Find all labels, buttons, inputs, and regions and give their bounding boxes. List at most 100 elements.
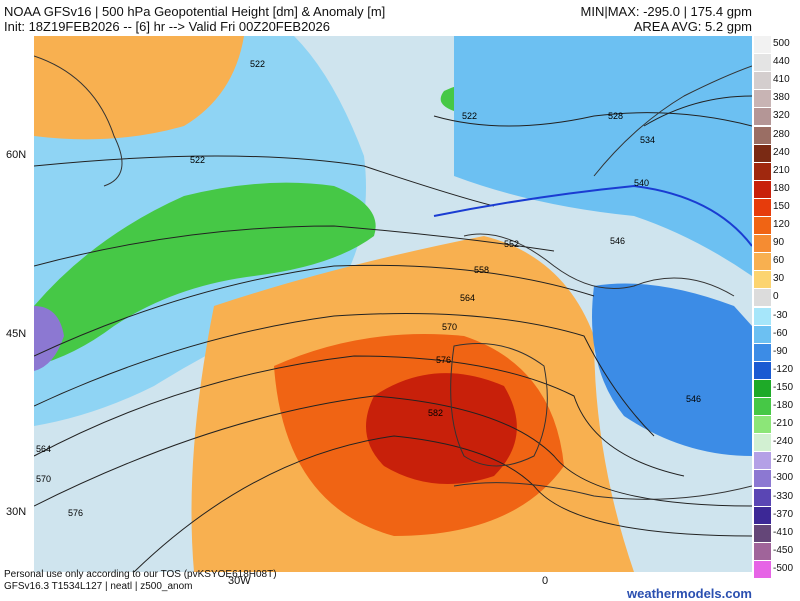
legend-entry: 380 xyxy=(754,90,800,108)
latitude-label: 45N xyxy=(6,328,27,340)
legend-label: -370 xyxy=(773,508,794,520)
legend-swatch xyxy=(754,488,771,506)
minmax-readout: MIN|MAX: -295.0 | 175.4 gpm xyxy=(580,4,753,19)
legend-swatch xyxy=(754,361,771,379)
header-right: MIN|MAX: -295.0 | 175.4 gpm AREA AVG: 5.… xyxy=(581,4,753,34)
height-contour xyxy=(34,355,685,477)
legend-entry: 150 xyxy=(754,198,800,216)
legend-label: -410 xyxy=(773,526,794,538)
legend-entry: 180 xyxy=(754,180,800,198)
north-africa-coast xyxy=(453,482,752,500)
footer-left: Personal use only according to our TOS (… xyxy=(4,569,277,593)
legend-swatch xyxy=(754,379,771,397)
legend-entry: 30 xyxy=(754,271,800,289)
legend-label: -30 xyxy=(773,309,788,321)
legend-entry: -450 xyxy=(754,542,800,560)
legend-label: 60 xyxy=(773,255,785,267)
legend-entry: 210 xyxy=(754,162,800,180)
site-brand[interactable]: weathermodels.com xyxy=(627,586,752,601)
legend-swatch xyxy=(754,434,771,452)
legend-swatch xyxy=(754,253,771,271)
header-left: NOAA GFSv16 | 500 hPa Geopotential Heigh… xyxy=(4,4,385,34)
legend-entry: 90 xyxy=(754,235,800,253)
legend-swatch xyxy=(754,271,771,289)
contour-label: 552 xyxy=(504,239,519,249)
legend-entry: -240 xyxy=(754,434,800,452)
legend-swatch xyxy=(754,90,771,108)
contour-label: 570 xyxy=(36,474,51,484)
contour-label: 540 xyxy=(634,178,649,188)
legend-label: 90 xyxy=(773,237,785,249)
init-valid-line: Init: 18Z19FEB2026 -- [6] hr --> Valid F… xyxy=(4,19,330,34)
legend-swatch xyxy=(754,343,771,361)
height-contour xyxy=(34,395,752,507)
legend-label: 120 xyxy=(773,219,790,230)
legend-label: -90 xyxy=(773,345,788,357)
legend-entry: 440 xyxy=(754,54,800,72)
legend-label: 320 xyxy=(773,110,790,122)
height-contour xyxy=(643,95,752,127)
height-contour xyxy=(34,313,655,437)
contour-label: 546 xyxy=(610,236,625,246)
legend-entry: 280 xyxy=(754,126,800,144)
legend-label: 0 xyxy=(773,291,779,303)
longitude-label: 30W xyxy=(228,575,251,587)
legend-entry: -30 xyxy=(754,307,800,325)
model-info: GFSv16.3 T1534L127 | neatl | z500_anom xyxy=(4,581,193,592)
anomaly-purple-core xyxy=(34,306,64,371)
contour-label: 528 xyxy=(608,111,623,121)
legend-swatch xyxy=(754,560,771,578)
longitude-label: 0 xyxy=(542,575,549,587)
legend-label: 500 xyxy=(773,38,790,49)
legend-swatch xyxy=(754,398,771,415)
legend-label: 180 xyxy=(773,182,790,194)
legend-swatch xyxy=(754,452,771,470)
contour-label: 564 xyxy=(36,444,51,454)
area-average-readout: AREA AVG: 5.2 gpm xyxy=(633,19,752,34)
legend-entry: -330 xyxy=(754,488,800,506)
anomaly-top-left-warm xyxy=(34,36,244,140)
legend-swatch xyxy=(754,235,771,253)
legend-label: 240 xyxy=(773,146,790,158)
legend-label: -500 xyxy=(773,562,794,574)
legend-label: 280 xyxy=(773,128,790,140)
legend-entry: 240 xyxy=(754,144,800,162)
legend-label: -150 xyxy=(773,381,794,393)
color-legend: 500 440 410 380 320 280 240 210 180 150 120 90 60 30 0… xyxy=(754,36,800,588)
legend-entry: -370 xyxy=(754,506,800,524)
legend-swatch xyxy=(754,198,771,216)
legend-swatch xyxy=(754,180,771,198)
legend-label: 440 xyxy=(773,56,790,68)
legend-swatch xyxy=(754,126,771,144)
legend-label: -210 xyxy=(773,418,794,430)
legend-label: 410 xyxy=(773,74,790,86)
legend-swatch xyxy=(754,162,771,180)
legend-swatch xyxy=(754,72,771,90)
height-contour xyxy=(433,112,752,127)
legend-entry: -270 xyxy=(754,452,800,470)
height-contour xyxy=(34,155,495,207)
usage-notice: Personal use only according to our TOS (… xyxy=(4,569,277,580)
europe-coast xyxy=(463,233,735,297)
anomaly-northeast xyxy=(454,36,752,276)
contour-label: 576 xyxy=(68,508,83,518)
legend-entry: -500 xyxy=(754,560,800,578)
legend-label: -180 xyxy=(773,400,794,411)
legend-entry: 0 xyxy=(754,289,800,307)
legend-entry: -120 xyxy=(754,361,800,379)
height-contour-540 xyxy=(433,184,752,247)
legend-swatch xyxy=(754,416,771,434)
legend-swatch xyxy=(754,524,771,542)
legend-entry: 120 xyxy=(754,217,800,234)
legend-swatch xyxy=(754,325,771,343)
iberia-coast xyxy=(450,343,548,467)
legend-entry: -300 xyxy=(754,470,800,488)
contour-label: 522 xyxy=(462,111,477,121)
contour-label: 522 xyxy=(250,59,265,69)
anomaly-negative-east xyxy=(592,283,752,456)
legend-label: -240 xyxy=(773,436,794,448)
legend-swatch xyxy=(754,506,771,524)
legend-label: -450 xyxy=(773,544,794,556)
anomaly-map: 522 522 522 528 534 540 546 552 558 564 … xyxy=(34,36,752,572)
scandinavia-coast xyxy=(593,65,752,177)
